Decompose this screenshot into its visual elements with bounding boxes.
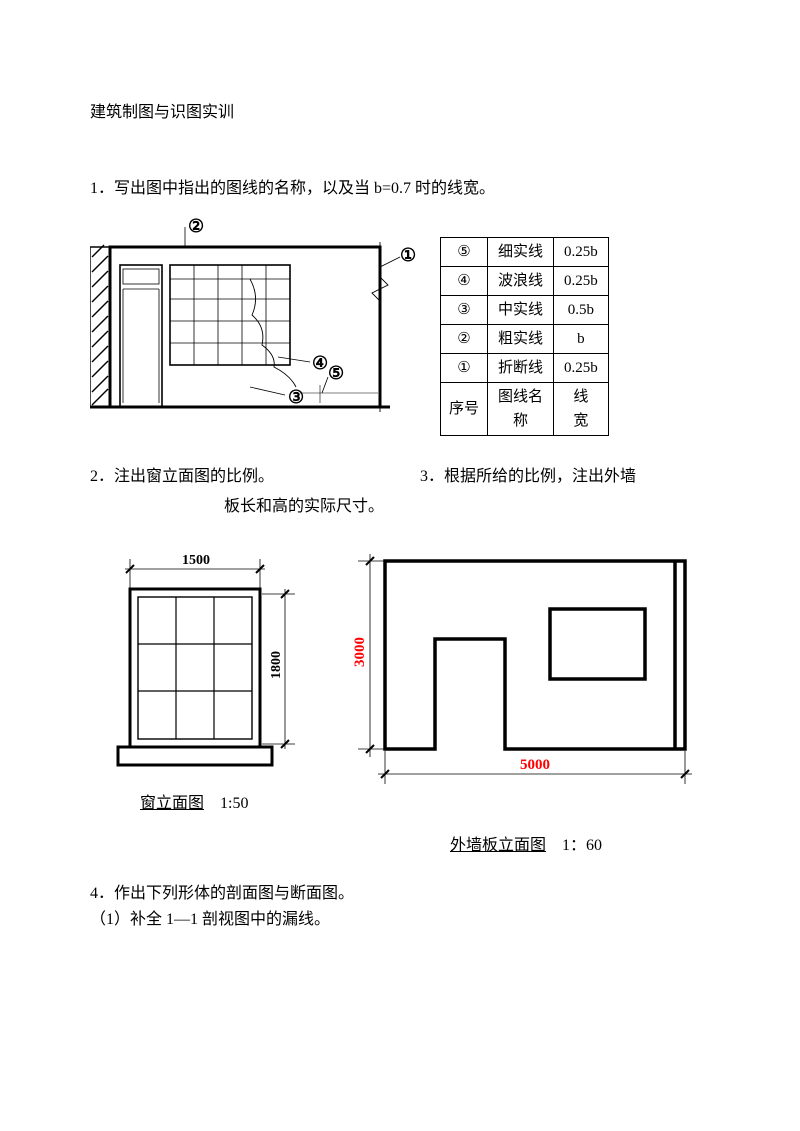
cell-num-1: ① bbox=[441, 354, 488, 383]
figure-3-wall: 3000 5000 外墙板立面图 1：60 bbox=[350, 549, 695, 859]
cell-name-3: 中实线 bbox=[488, 296, 554, 325]
cell-name-2: 粗实线 bbox=[488, 325, 554, 354]
cell-name-1: 折断线 bbox=[488, 354, 554, 383]
cell-width-1: 0.25b bbox=[554, 354, 609, 383]
line-type-table: ⑤细实线0.25b ④波浪线0.25b ③中实线0.5b ②粗实线b ①折断线0… bbox=[440, 237, 609, 436]
question-4b: （1）补全 1—1 剖视图中的漏线。 bbox=[90, 907, 710, 933]
svg-text:③: ③ bbox=[288, 387, 304, 407]
question-1: 1．写出图中指出的图线的名称，以及当 b=0.7 时的线宽。 bbox=[90, 176, 710, 202]
header-num: 序号 bbox=[441, 383, 488, 436]
cell-width-3: 0.5b bbox=[554, 296, 609, 325]
dim-1800: 1800 bbox=[269, 651, 284, 679]
question-4a: 4．作出下列形体的剖面图与断面图。 bbox=[90, 881, 710, 907]
svg-text:②: ② bbox=[188, 217, 204, 236]
question-3a: 3．根据所给的比例，注出外墙 bbox=[400, 464, 710, 490]
dim-5000: 5000 bbox=[520, 757, 550, 773]
page-title: 建筑制图与识图实训 bbox=[90, 100, 710, 126]
svg-text:⑤: ⑤ bbox=[328, 363, 344, 383]
figure-2-window: 1500 1800 窗立面图 1:50 bbox=[90, 549, 320, 817]
fig2-caption-name: 窗立面图 bbox=[140, 795, 204, 812]
fig3-caption-scale: 1：60 bbox=[562, 837, 602, 854]
cell-width-5: 0.25b bbox=[554, 238, 609, 267]
figure-1: ② ① ④ ③ ⑤ bbox=[90, 217, 420, 422]
question-2: 2．注出窗立面图的比例。 bbox=[90, 464, 400, 490]
cell-num-2: ② bbox=[441, 325, 488, 354]
cell-num-4: ④ bbox=[441, 267, 488, 296]
cell-name-5: 细实线 bbox=[488, 238, 554, 267]
cell-width-4: 0.25b bbox=[554, 267, 609, 296]
cell-num-5: ⑤ bbox=[441, 238, 488, 267]
header-name: 图线名 称 bbox=[488, 383, 554, 436]
cell-width-2: b bbox=[554, 325, 609, 354]
fig3-caption-name: 外墙板立面图 bbox=[450, 837, 546, 854]
cell-num-3: ③ bbox=[441, 296, 488, 325]
svg-text:①: ① bbox=[400, 245, 416, 265]
question-3b: 板长和高的实际尺寸。 bbox=[90, 494, 710, 520]
header-width: 线 宽 bbox=[554, 383, 609, 436]
fig2-caption-scale: 1:50 bbox=[220, 795, 248, 812]
cell-name-4: 波浪线 bbox=[488, 267, 554, 296]
dim-1500: 1500 bbox=[182, 553, 210, 568]
dim-3000: 3000 bbox=[352, 637, 368, 667]
svg-text:④: ④ bbox=[312, 353, 328, 373]
